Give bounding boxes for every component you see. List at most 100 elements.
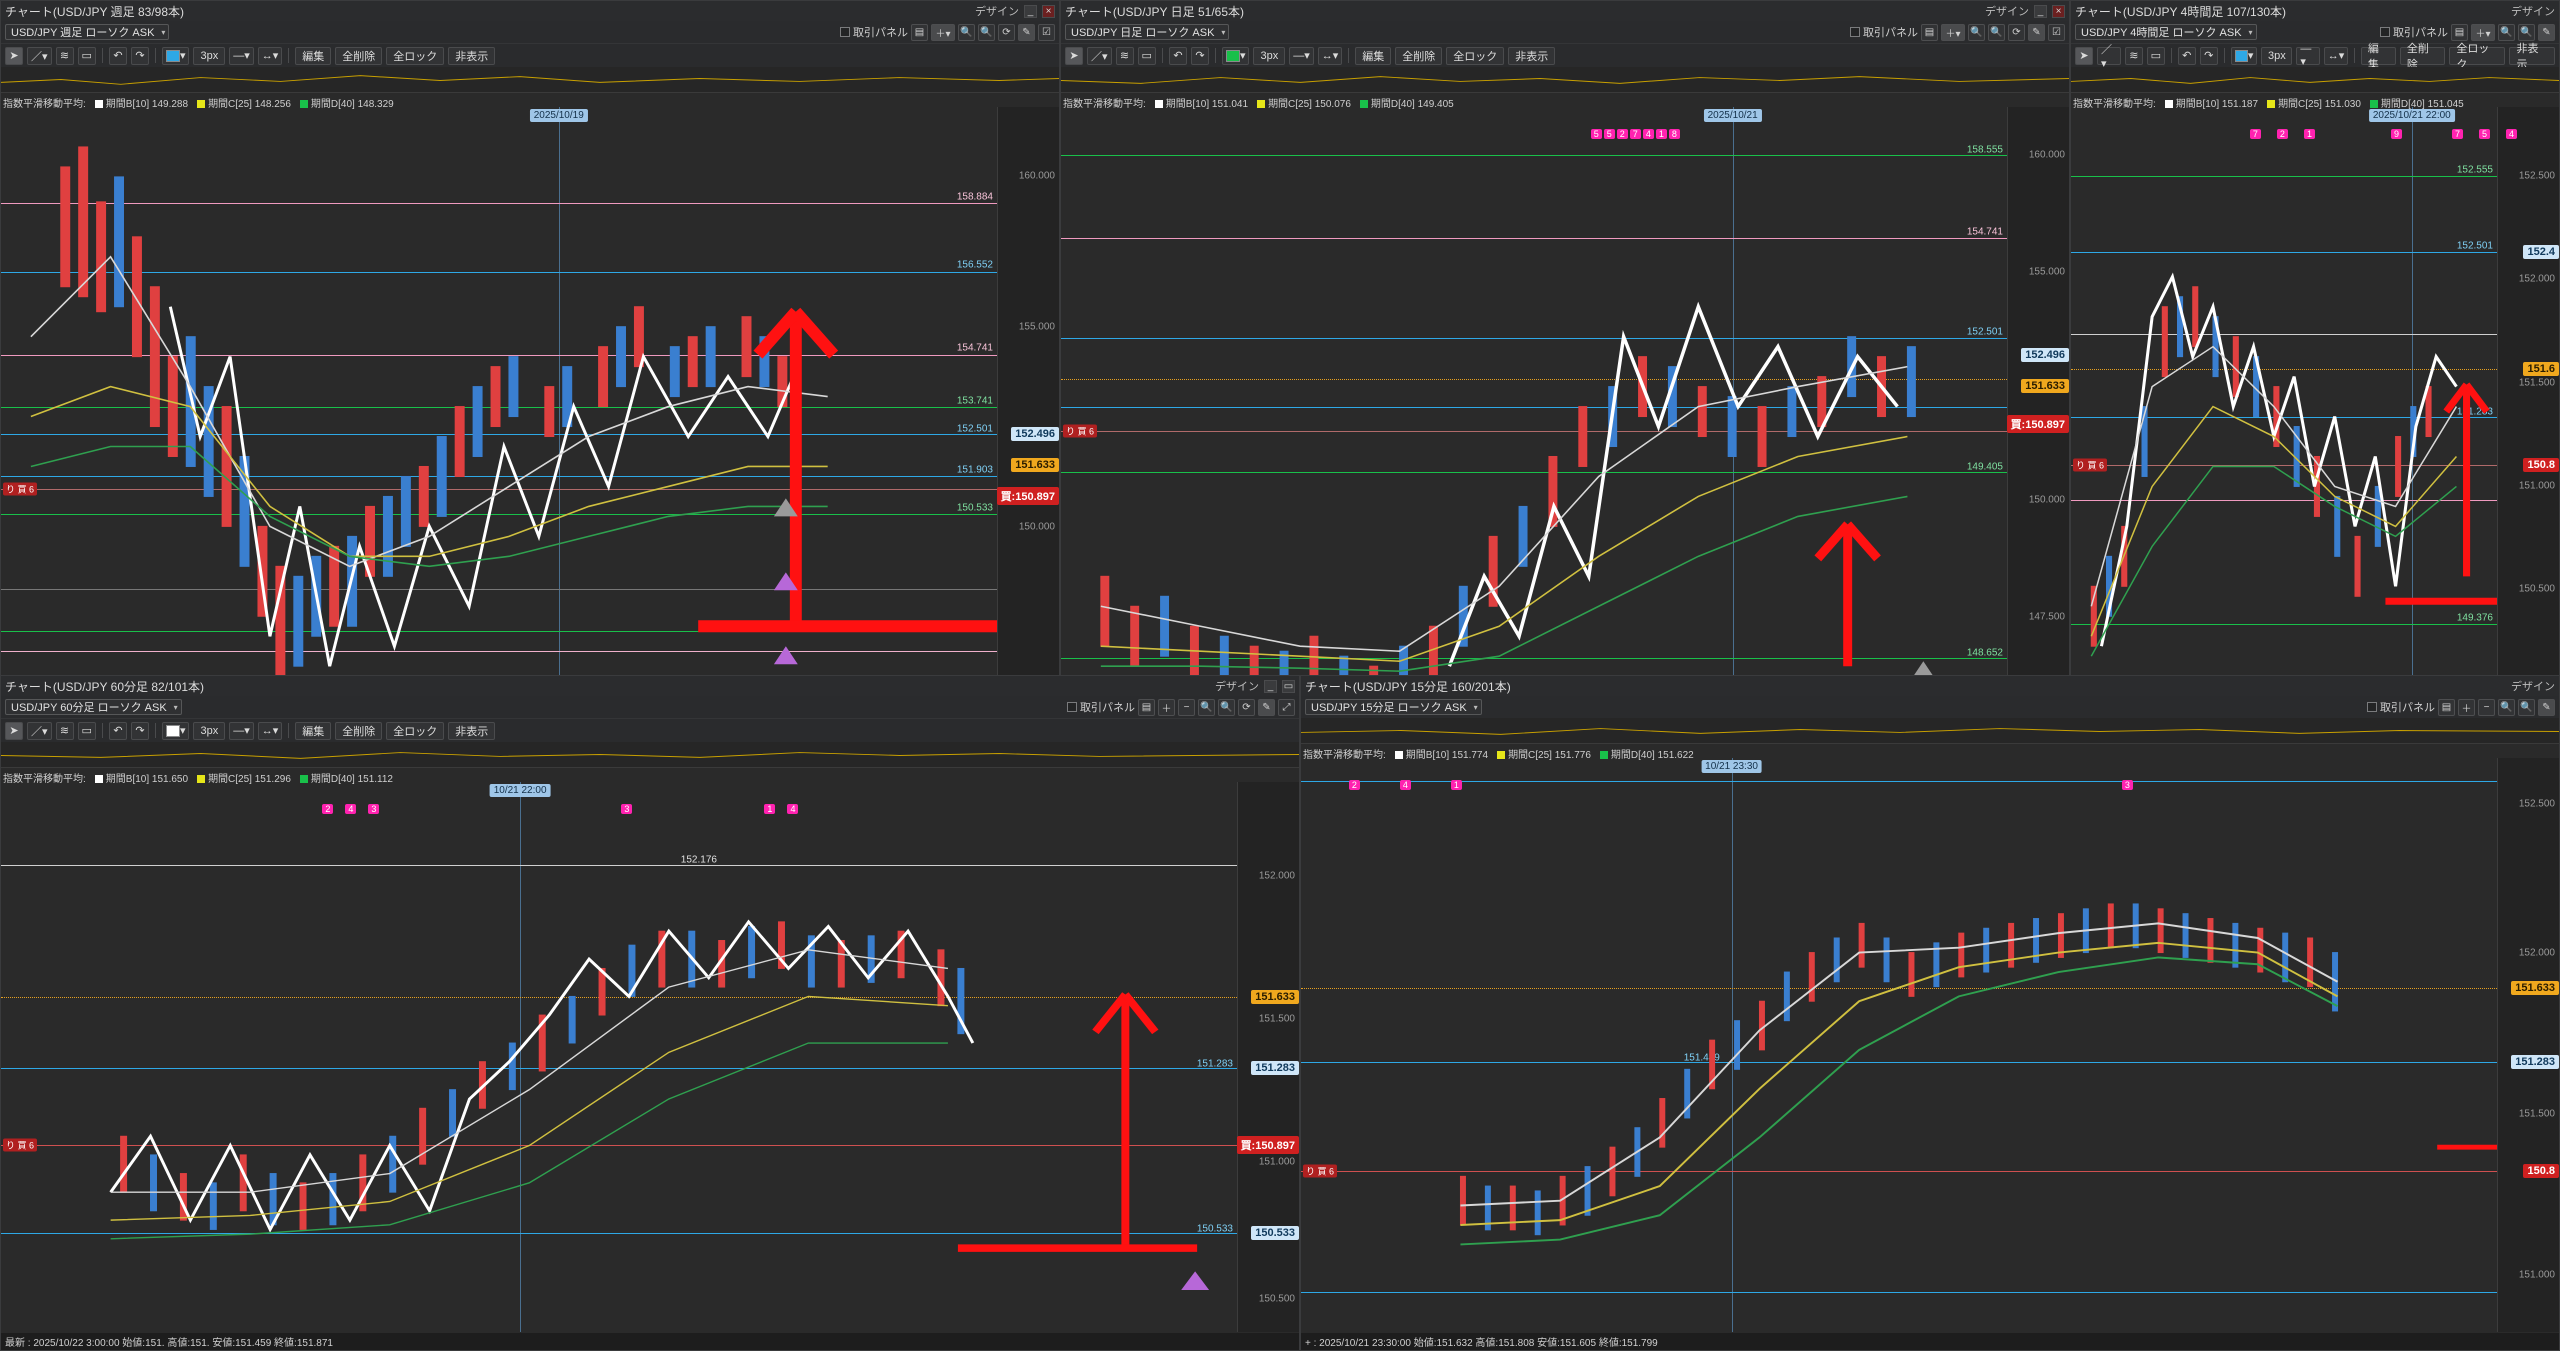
symbol-select[interactable]: USD/JPY 60分足 ローソク ASK — [5, 699, 182, 715]
window-titlebar[interactable]: チャート(USD/JPY 15分足 160/201本) デザイン — [1301, 676, 2559, 696]
zoom-out-icon[interactable]: 🔍 — [978, 23, 995, 41]
expand-icon[interactable]: ⤢ — [1278, 698, 1295, 716]
pencil-icon[interactable]: ✎ — [2538, 23, 2555, 41]
pencil-icon[interactable]: ✎ — [2538, 698, 2555, 716]
lock-all-button[interactable]: 全ロック — [1446, 46, 1505, 65]
pin-badge[interactable]: 2 — [322, 804, 334, 814]
zoom-out-icon[interactable]: 🔍 — [2518, 698, 2535, 716]
chart-window-m15[interactable]: チャート(USD/JPY 15分足 160/201本) デザイン USD/JPY… — [1300, 675, 2560, 1351]
minimize-icon[interactable]: _ — [2034, 4, 2047, 18]
pin-badge[interactable]: 1 — [1655, 129, 1667, 139]
edit-button[interactable]: 編集 — [1355, 46, 1392, 65]
trade-panel-checkbox[interactable] — [840, 27, 850, 37]
delete-all-button[interactable]: 全削除 — [1395, 46, 1443, 65]
lock-all-button[interactable]: 全ロック — [2449, 43, 2506, 71]
zoom-in-icon[interactable]: 🔍 — [958, 23, 975, 41]
trade-panel-checkbox[interactable] — [1067, 702, 1077, 712]
undo-icon[interactable]: ↶ — [108, 721, 127, 740]
line-style-icon[interactable]: —▾ — [229, 721, 254, 740]
window-titlebar[interactable]: チャート(USD/JPY 60分足 82/101本) デザイン _ ▭ — [1, 676, 1299, 696]
chart-type-icon[interactable]: ▤ — [911, 23, 928, 41]
plus-icon[interactable]: ＋▾ — [1941, 23, 1965, 41]
pin-badge[interactable]: 3 — [2121, 780, 2133, 790]
symbol-select[interactable]: USD/JPY 4時間足 ローソク ASK — [2075, 24, 2257, 40]
pencil-icon[interactable]: ✎ — [2028, 23, 2045, 41]
redo-icon[interactable]: ↷ — [1190, 46, 1209, 65]
hide-button[interactable]: 非表示 — [2509, 43, 2555, 71]
close-icon[interactable]: × — [1042, 4, 1055, 18]
price-plot[interactable]: 10/21 22:00 2 4 3 3 1 4 152.176 151.283 … — [1, 782, 1237, 1332]
minus-icon[interactable]: − — [2478, 698, 2495, 716]
zoom-out-icon[interactable]: 🔍 — [2518, 23, 2535, 41]
order-tag[interactable]: り 買 6 — [3, 1138, 38, 1152]
color-swatch-icon[interactable]: ▾ — [1221, 46, 1250, 65]
trade-panel-checkbox[interactable] — [2367, 702, 2377, 712]
chart-type-icon[interactable]: ▤ — [1138, 698, 1155, 716]
chart-area[interactable]: 指数平滑移動平均: 期間B[10] 151.650 期間C[25] 151.29… — [1, 742, 1299, 1350]
undo-icon[interactable]: ↶ — [1168, 46, 1187, 65]
color-swatch-icon[interactable]: ▾ — [161, 721, 190, 740]
hide-button[interactable]: 非表示 — [448, 721, 496, 740]
delete-all-button[interactable]: 全削除 — [335, 46, 383, 65]
hide-button[interactable]: 非表示 — [1508, 46, 1556, 65]
chart-type-icon[interactable]: ▤ — [1921, 23, 1938, 41]
delete-all-button[interactable]: 全削除 — [2399, 43, 2446, 71]
pencil-icon[interactable]: ✎ — [1018, 23, 1035, 41]
chart-type-icon[interactable]: ▤ — [2451, 23, 2468, 41]
undo-icon[interactable]: ↶ — [2177, 46, 2196, 65]
pin-badge[interactable]: 7 — [2451, 129, 2463, 139]
plus-icon[interactable]: ＋ — [1158, 698, 1175, 716]
order-tag[interactable]: り 買 6 — [3, 482, 38, 496]
zoom-in-icon[interactable]: 🔍 — [1968, 23, 1985, 41]
cursor-icon[interactable]: ➤ — [1065, 46, 1083, 65]
fibonacci-icon[interactable]: ≋ — [2124, 46, 2143, 65]
price-plot[interactable]: 10/21 23:30 2 4 1 3 151.449 り 買 6 — [1301, 758, 2497, 1332]
pin-badge[interactable]: 2 — [1616, 129, 1628, 139]
pin-badge[interactable]: 7 — [1629, 129, 1641, 139]
line-width-select[interactable]: 3px — [2261, 46, 2293, 65]
order-tag[interactable]: り 買 6 — [1063, 424, 1098, 438]
delete-all-button[interactable]: 全削除 — [335, 721, 383, 740]
arrow-style-icon[interactable]: ↔▾ — [257, 721, 283, 740]
pin-badge[interactable]: 4 — [2506, 129, 2518, 139]
pin-badge[interactable]: 4 — [787, 804, 799, 814]
arrow-style-icon[interactable]: ↔▾ — [2324, 46, 2348, 65]
maximize-icon[interactable]: ▭ — [1282, 679, 1295, 693]
arrow-style-icon[interactable]: ↔▾ — [1317, 46, 1343, 65]
pin-badge[interactable]: 3 — [368, 804, 380, 814]
refresh-icon[interactable]: ⟳ — [1238, 698, 1255, 716]
text-box-icon[interactable]: ▭ — [77, 46, 96, 65]
pin-badge[interactable]: 1 — [2303, 129, 2315, 139]
line-width-select[interactable]: 3px — [193, 721, 226, 740]
chart-area[interactable]: 指数平滑移動平均: 期間B[10] 151.774 期間C[25] 151.77… — [1301, 718, 2559, 1350]
redo-icon[interactable]: ↷ — [130, 721, 149, 740]
trade-panel-checkbox[interactable] — [2380, 27, 2390, 37]
line-style-icon[interactable]: —▾ — [1289, 46, 1314, 65]
pin-badge[interactable]: 1 — [1450, 780, 1462, 790]
color-swatch-icon[interactable]: ▾ — [2230, 46, 2258, 65]
plus-icon[interactable]: ＋▾ — [2471, 23, 2495, 41]
order-tag[interactable]: り 買 6 — [2073, 458, 2108, 472]
color-swatch-icon[interactable]: ▾ — [161, 46, 190, 65]
line-width-select[interactable]: 3px — [193, 46, 226, 65]
symbol-select[interactable]: USD/JPY 15分足 ローソク ASK — [1305, 699, 1482, 715]
close-icon[interactable]: × — [2052, 4, 2065, 18]
redo-icon[interactable]: ↷ — [2199, 46, 2218, 65]
pin-badge[interactable]: 4 — [1399, 780, 1411, 790]
symbol-select[interactable]: USD/JPY 日足 ローソク ASK — [1065, 24, 1230, 40]
pin-badge[interactable]: 5 — [1603, 129, 1615, 139]
pencil-icon[interactable]: ✎ — [1258, 698, 1275, 716]
line-icon[interactable]: ／▾ — [1087, 46, 1112, 65]
pin-badge[interactable]: 4 — [345, 804, 357, 814]
line-icon[interactable]: ／▾ — [2097, 44, 2121, 70]
lock-all-button[interactable]: 全ロック — [386, 721, 445, 740]
text-box-icon[interactable]: ▭ — [1137, 46, 1156, 65]
pin-badge[interactable]: 2 — [1348, 780, 1360, 790]
trade-panel-checkbox[interactable] — [1850, 27, 1860, 37]
line-width-select[interactable]: 3px — [1253, 46, 1286, 65]
minus-icon[interactable]: − — [1178, 698, 1195, 716]
text-box-icon[interactable]: ▭ — [77, 721, 96, 740]
undo-icon[interactable]: ↶ — [108, 46, 127, 65]
zoom-in-icon[interactable]: 🔍 — [2498, 23, 2515, 41]
order-tag[interactable]: り 買 6 — [1303, 1164, 1338, 1178]
